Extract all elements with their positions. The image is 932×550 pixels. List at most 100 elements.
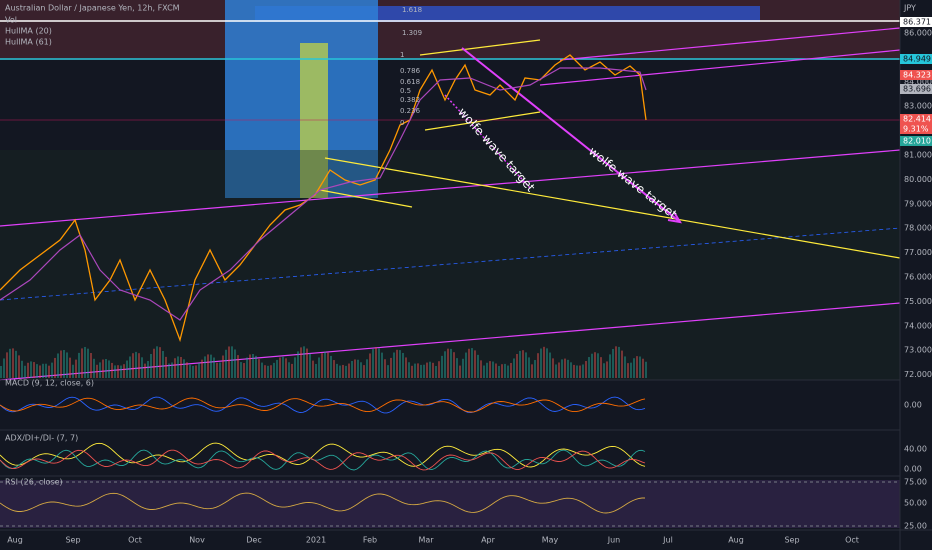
volume-bar xyxy=(174,358,176,378)
volume-bar xyxy=(555,364,557,378)
volume-bar xyxy=(18,355,20,378)
price-label-bg xyxy=(900,136,932,146)
volume-bar xyxy=(357,359,359,378)
volume-bar xyxy=(507,365,509,378)
volume-bar xyxy=(543,346,545,378)
volume-bar xyxy=(525,352,527,378)
volume-bar xyxy=(243,363,245,378)
axis-unit: JPY xyxy=(903,4,916,13)
volume-bar xyxy=(417,363,419,378)
volume-bar xyxy=(633,358,635,378)
trend-line xyxy=(324,157,901,259)
volume-bar xyxy=(297,351,299,378)
volume-bar xyxy=(315,363,317,378)
price-label: 82.010 xyxy=(903,137,931,146)
volume-bar xyxy=(645,361,647,378)
indicator-line xyxy=(0,492,645,514)
volume-bar xyxy=(231,346,233,378)
volume-bar xyxy=(102,359,104,378)
volume-bar xyxy=(153,348,155,378)
volume-bar xyxy=(237,355,239,378)
indicator-line xyxy=(0,449,646,471)
volume-bar xyxy=(582,364,584,378)
volume-bar xyxy=(66,352,68,378)
volume-bar xyxy=(72,364,74,378)
volume-bar xyxy=(144,363,146,378)
volume-bar xyxy=(165,356,167,378)
volume-bar xyxy=(453,352,455,378)
price-tick: 74.000 xyxy=(904,321,932,330)
volume-bar xyxy=(210,354,212,378)
volume-bar xyxy=(546,348,548,378)
volume-bar xyxy=(90,352,92,378)
volume-bar xyxy=(63,349,65,378)
volume-bar xyxy=(60,350,62,378)
volume-bar xyxy=(51,362,53,378)
volume-bar xyxy=(600,357,602,378)
price-tick: 81.000 xyxy=(904,151,932,160)
volume-bar xyxy=(105,358,107,378)
volume-bar xyxy=(33,362,35,378)
price-tick: 79.000 xyxy=(904,199,932,208)
volume-bar xyxy=(324,351,326,378)
indicator-label: Vol xyxy=(5,16,17,25)
volume-bar xyxy=(267,365,269,378)
indicators xyxy=(0,346,647,514)
price-tick: 76.000 xyxy=(904,273,932,282)
price-tick: 80.000 xyxy=(904,175,932,184)
volume-bar xyxy=(390,357,392,378)
volume-bar xyxy=(213,357,215,378)
volume-bar xyxy=(498,365,500,378)
volume-bar xyxy=(69,357,71,378)
volume-bar xyxy=(192,365,194,378)
fib-label: 1 xyxy=(400,51,404,59)
price-tick: 77.000 xyxy=(904,248,932,257)
time-tick: May xyxy=(542,536,559,545)
volume-bar xyxy=(135,351,137,378)
volume-bar xyxy=(75,359,77,378)
volume-bar xyxy=(585,361,587,378)
volume-bar xyxy=(207,354,209,378)
chart-title: Australian Dollar / Japanese Yen, 12h, F… xyxy=(5,4,180,13)
volume-bar xyxy=(504,363,506,378)
volume-bar xyxy=(462,358,464,378)
volume-bar xyxy=(624,356,626,378)
channel-line xyxy=(0,149,901,227)
volume-bar xyxy=(495,363,497,378)
indicator-line xyxy=(0,397,646,413)
price-tick: 83.000 xyxy=(904,102,932,111)
volume-bar xyxy=(108,360,110,378)
volume-bar xyxy=(87,348,89,378)
volume-bar xyxy=(396,349,398,378)
volume-bar xyxy=(138,353,140,378)
volume-bar xyxy=(54,357,56,378)
volume-bar xyxy=(606,361,608,378)
volume-bar xyxy=(195,365,197,378)
volume-bar xyxy=(609,354,611,378)
volume-bar xyxy=(483,365,485,378)
volume-bar xyxy=(264,365,266,378)
volume-bar xyxy=(93,358,95,378)
wolfe-arrow xyxy=(444,94,531,189)
volume-bar xyxy=(279,357,281,378)
price-tick: 72.000 xyxy=(904,370,932,379)
volume-bar xyxy=(369,353,371,378)
volume-bar xyxy=(564,358,566,378)
volume-bar xyxy=(39,365,41,378)
volume-bar xyxy=(21,360,23,378)
wolfe-arrow xyxy=(461,47,681,223)
volume-bar xyxy=(132,353,134,378)
wedge-line xyxy=(424,111,541,131)
hma-line xyxy=(0,67,647,321)
volume-bar xyxy=(240,362,242,378)
channel-line xyxy=(0,302,901,381)
volume-bar xyxy=(120,365,122,378)
volume-bar xyxy=(510,362,512,378)
price-label-bg xyxy=(900,17,932,27)
volume-bar xyxy=(189,364,191,378)
volume-bar xyxy=(255,355,257,378)
volume-bar xyxy=(306,348,308,378)
volume-bar xyxy=(432,362,434,378)
volume-bar xyxy=(411,365,413,378)
volume-bar xyxy=(477,354,479,378)
